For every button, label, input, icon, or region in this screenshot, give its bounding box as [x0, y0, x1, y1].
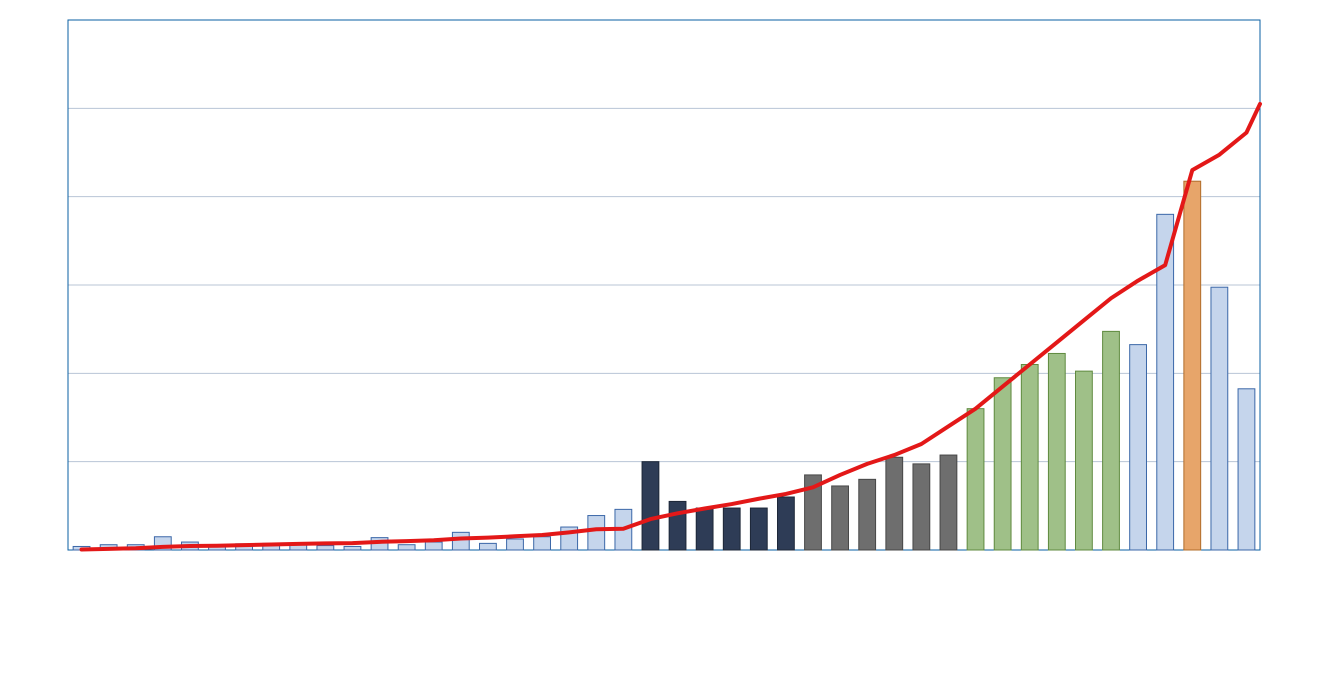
bar — [425, 542, 442, 550]
bar — [344, 546, 361, 550]
bar — [317, 546, 334, 550]
bar — [480, 543, 497, 550]
bar — [1048, 353, 1065, 550]
bar — [723, 508, 740, 550]
bar — [778, 497, 795, 550]
bar — [1184, 181, 1201, 550]
bar — [588, 516, 605, 550]
bar — [967, 409, 984, 550]
bar — [859, 479, 876, 550]
bar — [1103, 331, 1120, 550]
bar — [1076, 371, 1093, 550]
bar — [886, 457, 903, 550]
combo-chart — [0, 0, 1328, 694]
chart-bg — [0, 0, 1328, 694]
bar — [913, 464, 930, 550]
bar — [642, 462, 659, 550]
bar — [994, 378, 1011, 550]
bar — [669, 501, 686, 550]
bar — [1238, 389, 1255, 550]
chart-root — [0, 0, 1328, 694]
bar — [507, 539, 524, 550]
bar — [452, 532, 469, 550]
bar — [1130, 345, 1147, 550]
bar — [398, 545, 415, 550]
bar — [1211, 287, 1228, 550]
bar — [750, 508, 767, 550]
bar — [534, 537, 551, 550]
bar — [940, 455, 957, 550]
bar — [832, 486, 849, 550]
bar — [696, 508, 713, 550]
bar — [1021, 365, 1038, 551]
